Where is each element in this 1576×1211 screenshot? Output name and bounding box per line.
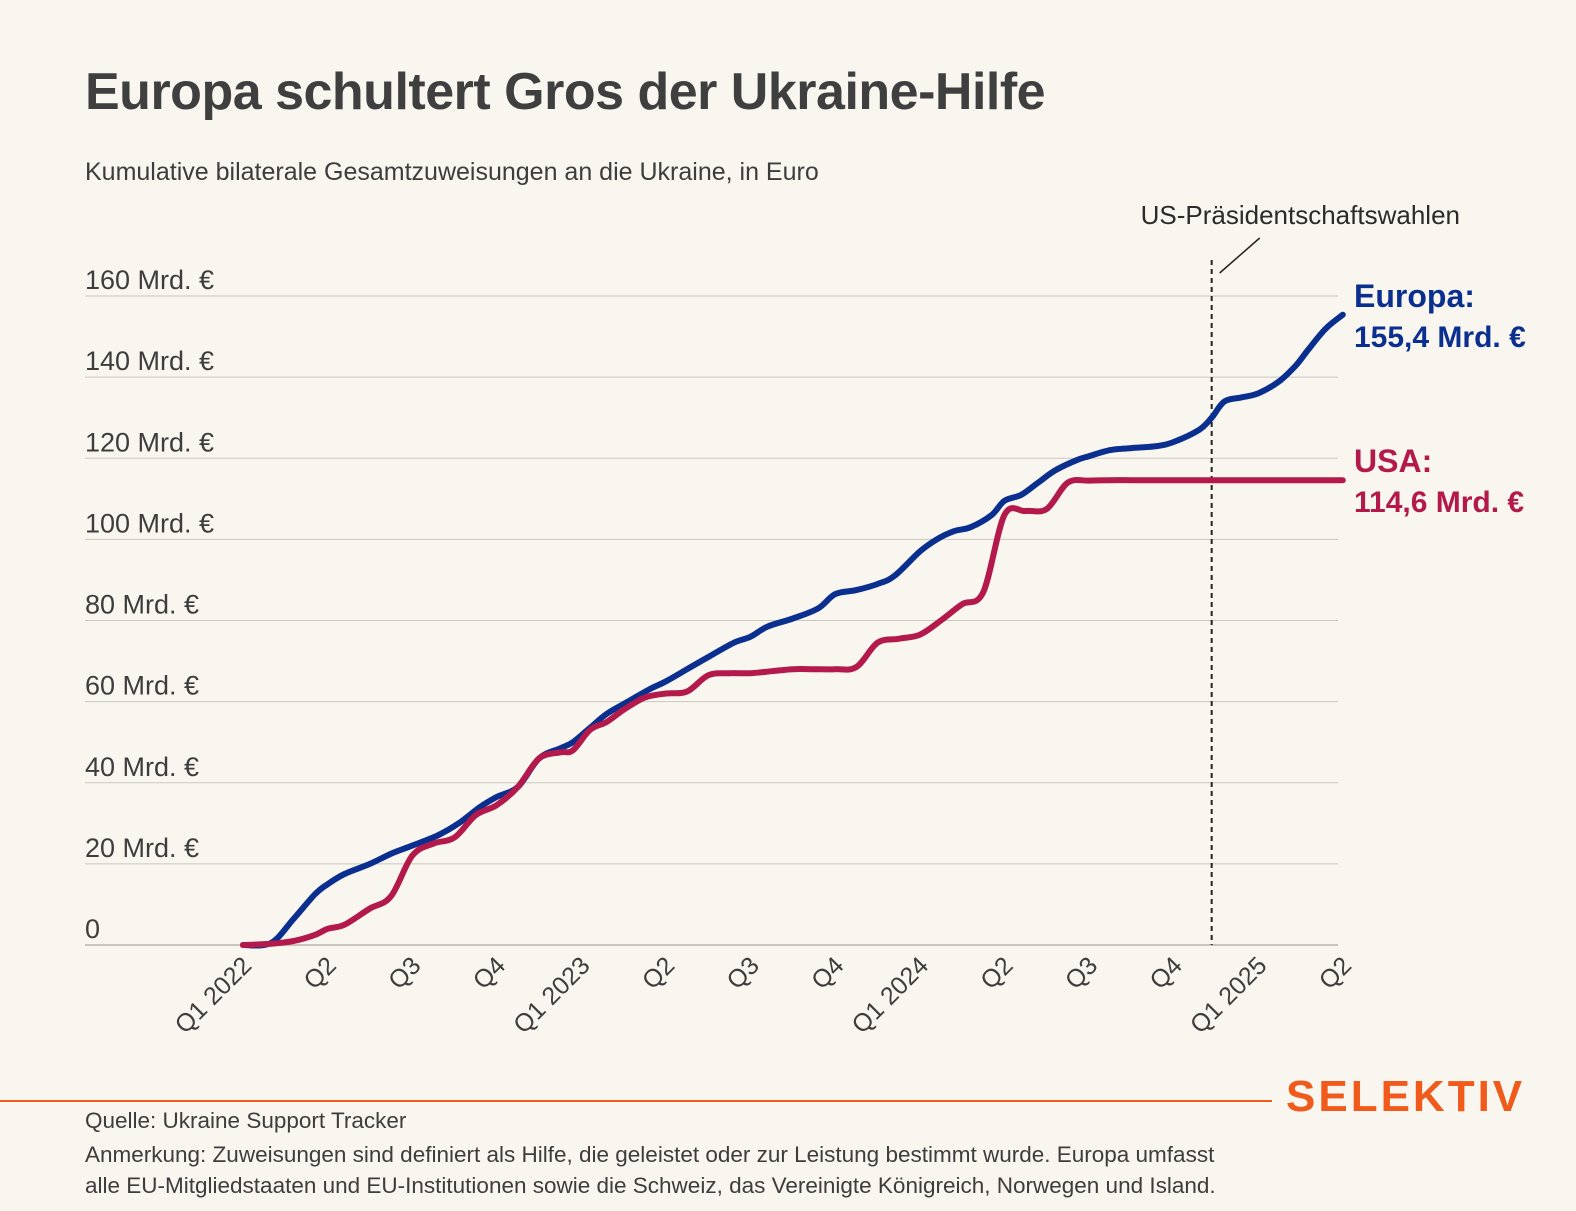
y-tick-label: 140 Mrd. € xyxy=(85,346,214,376)
series-lines xyxy=(240,311,1346,949)
y-tick-label: 20 Mrd. € xyxy=(85,833,199,863)
x-tick-label: Q4 xyxy=(806,951,849,994)
x-tick-label: Q2 xyxy=(298,951,341,994)
series-end-labels: Europa: 155,4 Mrd. € USA: 114,6 Mrd. € xyxy=(1354,278,1526,519)
series-label-name-europa: Europa: xyxy=(1354,278,1475,314)
x-tick-label: Q3 xyxy=(1060,951,1103,994)
chart-subtitle: Kumulative bilaterale Gesamtzuweisungen … xyxy=(85,158,819,186)
series-label-value-usa: 114,6 Mrd. € xyxy=(1354,486,1524,519)
x-tick-label: Q1 2023 xyxy=(508,951,596,1039)
series-label-name-usa: USA: xyxy=(1354,443,1432,479)
election-annotation: US-Präsidentschaftswahlen xyxy=(1141,200,1460,945)
y-axis-tick-labels: 0 20 Mrd. € 40 Mrd. € 60 Mrd. € 80 Mrd. € 100… xyxy=(85,265,214,944)
note-text: Anmerkung: Zuweisungen sind definiert al… xyxy=(85,1139,1216,1201)
x-tick-label: Q1 2024 xyxy=(846,951,934,1039)
x-tick-label: Q3 xyxy=(721,951,764,994)
x-tick-label: Q2 xyxy=(637,951,680,994)
y-tick-label: 60 Mrd. € xyxy=(85,671,199,701)
grid-lines xyxy=(85,295,1338,946)
series-label-value-europa: 155,4 Mrd. € xyxy=(1354,321,1526,354)
annotation-leader-line xyxy=(1219,237,1261,274)
note-line-1: Anmerkung: Zuweisungen sind definiert al… xyxy=(85,1142,1215,1167)
x-tick-label: Q4 xyxy=(1144,951,1187,994)
y-tick-label: 160 Mrd. € xyxy=(85,265,214,295)
series-line-europa xyxy=(240,311,1346,949)
footer-divider xyxy=(0,1100,1272,1102)
y-tick-label: 100 Mrd. € xyxy=(85,508,214,538)
x-tick-label: Q2 xyxy=(1314,951,1357,994)
x-tick-label: Q3 xyxy=(383,951,426,994)
x-tick-label: Q1 2022 xyxy=(170,951,258,1039)
chart-title: Europa schultert Gros der Ukraine-Hilfe xyxy=(85,63,1046,121)
source-text: Quelle: Ukraine Support Tracker xyxy=(85,1108,407,1133)
y-tick-label: 80 Mrd. € xyxy=(85,590,199,620)
y-tick-label: 120 Mrd. € xyxy=(85,427,214,457)
brand-logo: SELEKTIV xyxy=(1286,1072,1526,1121)
x-tick-label: Q1 2025 xyxy=(1185,951,1273,1039)
annotation-label: US-Präsidentschaftswahlen xyxy=(1141,200,1460,230)
y-tick-label: 0 xyxy=(85,914,100,944)
note-line-2: alle EU-Mitgliedstaaten und EU-Instituti… xyxy=(85,1173,1216,1198)
x-tick-label: Q2 xyxy=(975,951,1018,994)
y-tick-label: 40 Mrd. € xyxy=(85,752,199,782)
line-chart: 0 20 Mrd. € 40 Mrd. € 60 Mrd. € 80 Mrd. € 100… xyxy=(85,200,1526,1039)
series-line-usa xyxy=(240,476,1346,948)
x-tick-label: Q4 xyxy=(468,951,511,994)
